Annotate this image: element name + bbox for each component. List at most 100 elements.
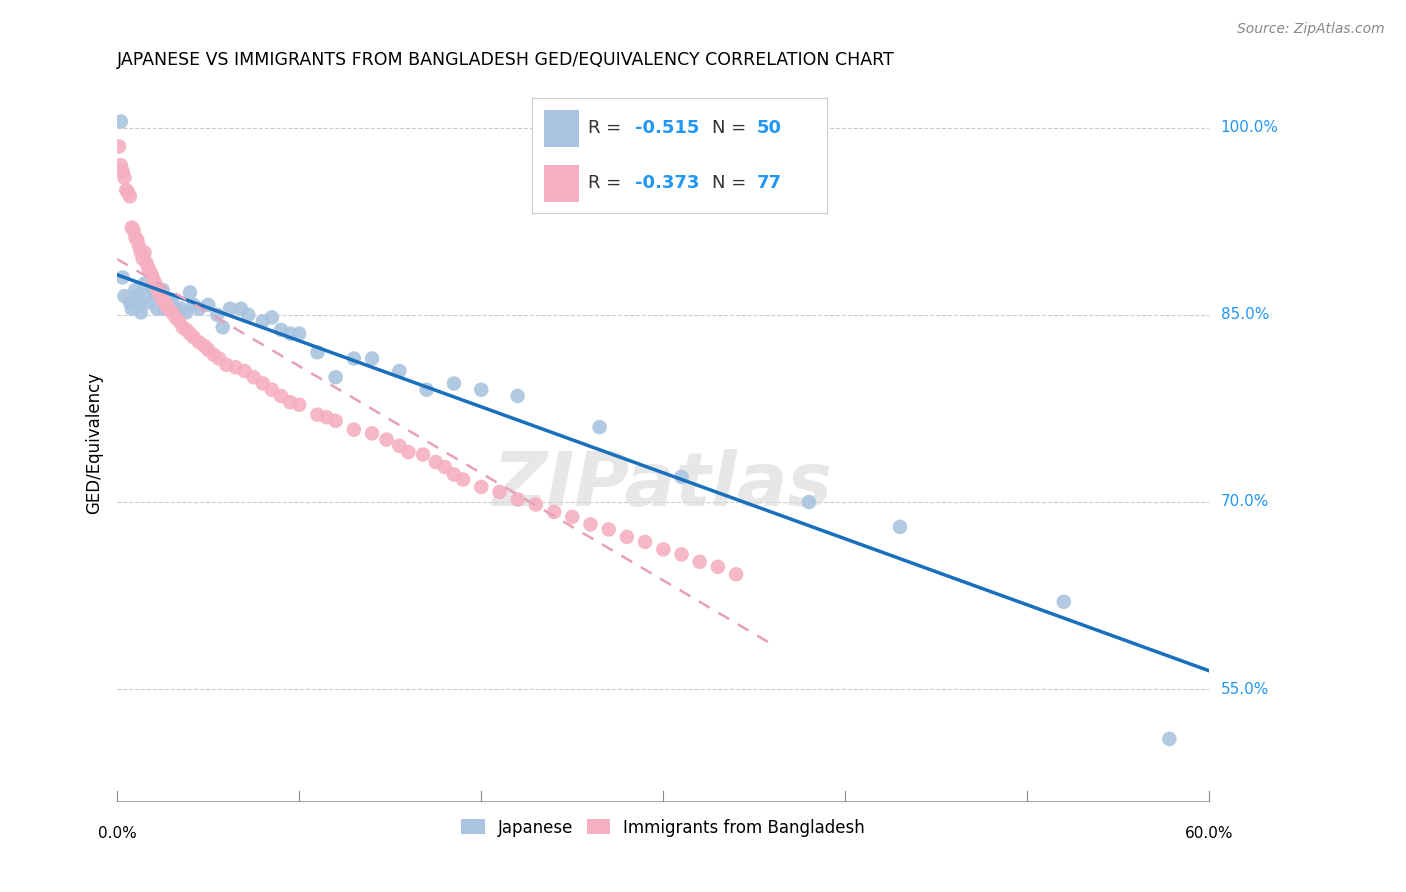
- Point: [671, 547, 693, 561]
- Point: [128, 239, 150, 253]
- Point: [238, 308, 260, 322]
- Point: [315, 410, 337, 425]
- Point: [176, 305, 198, 319]
- Point: [524, 498, 547, 512]
- Point: [193, 339, 215, 353]
- Point: [157, 301, 180, 316]
- Text: 85.0%: 85.0%: [1220, 308, 1268, 322]
- Point: [1159, 731, 1181, 746]
- Point: [179, 326, 201, 341]
- Point: [188, 335, 211, 350]
- Point: [145, 277, 167, 291]
- Point: [141, 268, 163, 282]
- Point: [260, 383, 283, 397]
- Point: [129, 245, 152, 260]
- Point: [153, 301, 176, 316]
- Point: [598, 523, 620, 537]
- Point: [797, 495, 820, 509]
- Point: [398, 445, 420, 459]
- Point: [208, 351, 231, 366]
- Point: [242, 370, 264, 384]
- Point: [121, 220, 143, 235]
- Point: [588, 420, 610, 434]
- Point: [325, 414, 347, 428]
- Point: [129, 305, 152, 319]
- Point: [127, 233, 149, 247]
- Point: [170, 301, 193, 316]
- Point: [561, 510, 583, 524]
- Point: [139, 264, 162, 278]
- Point: [153, 295, 176, 310]
- Text: 70.0%: 70.0%: [1220, 494, 1268, 509]
- Point: [388, 439, 411, 453]
- Point: [451, 473, 474, 487]
- Point: [183, 330, 205, 344]
- Point: [671, 470, 693, 484]
- Point: [160, 293, 183, 307]
- Point: [117, 186, 139, 200]
- Point: [148, 285, 170, 300]
- Point: [470, 383, 492, 397]
- Point: [225, 360, 247, 375]
- Point: [167, 314, 190, 328]
- Point: [118, 189, 141, 203]
- Point: [110, 158, 132, 172]
- Point: [579, 517, 602, 532]
- Point: [114, 289, 136, 303]
- Point: [707, 559, 730, 574]
- Text: 60.0%: 60.0%: [1185, 826, 1233, 841]
- Point: [470, 480, 492, 494]
- Point: [114, 170, 136, 185]
- Point: [270, 323, 292, 337]
- Point: [215, 358, 238, 372]
- Point: [197, 343, 219, 357]
- Point: [155, 298, 177, 312]
- Point: [343, 351, 366, 366]
- Point: [110, 114, 132, 128]
- Point: [689, 555, 711, 569]
- Point: [252, 314, 274, 328]
- Point: [388, 364, 411, 378]
- Point: [288, 398, 311, 412]
- Text: Source: ZipAtlas.com: Source: ZipAtlas.com: [1237, 22, 1385, 37]
- Point: [139, 295, 162, 310]
- Point: [165, 310, 187, 325]
- Point: [172, 320, 194, 334]
- Point: [543, 505, 565, 519]
- Point: [160, 305, 183, 319]
- Point: [375, 433, 398, 447]
- Point: [652, 542, 675, 557]
- Point: [233, 364, 256, 378]
- Point: [725, 567, 748, 582]
- Point: [278, 395, 301, 409]
- Text: 100.0%: 100.0%: [1220, 120, 1278, 136]
- Point: [307, 408, 329, 422]
- Point: [111, 164, 134, 178]
- Point: [307, 345, 329, 359]
- Point: [197, 298, 219, 312]
- Point: [506, 492, 529, 507]
- Point: [252, 376, 274, 391]
- Point: [229, 301, 252, 316]
- Point: [361, 351, 384, 366]
- Point: [270, 389, 292, 403]
- Point: [142, 273, 165, 287]
- Point: [127, 289, 149, 303]
- Y-axis label: GED/Equivalency: GED/Equivalency: [86, 372, 103, 514]
- Point: [179, 285, 201, 300]
- Point: [183, 298, 205, 312]
- Point: [1053, 595, 1076, 609]
- Point: [124, 283, 146, 297]
- Point: [260, 310, 283, 325]
- Point: [443, 376, 465, 391]
- Point: [361, 426, 384, 441]
- Point: [889, 520, 911, 534]
- Point: [152, 293, 174, 307]
- Text: JAPANESE VS IMMIGRANTS FROM BANGLADESH GED/EQUIVALENCY CORRELATION CHART: JAPANESE VS IMMIGRANTS FROM BANGLADESH G…: [117, 51, 896, 69]
- Point: [146, 283, 169, 297]
- Point: [616, 530, 638, 544]
- Point: [135, 289, 157, 303]
- Point: [134, 277, 156, 291]
- Point: [207, 308, 229, 322]
- Point: [108, 139, 131, 153]
